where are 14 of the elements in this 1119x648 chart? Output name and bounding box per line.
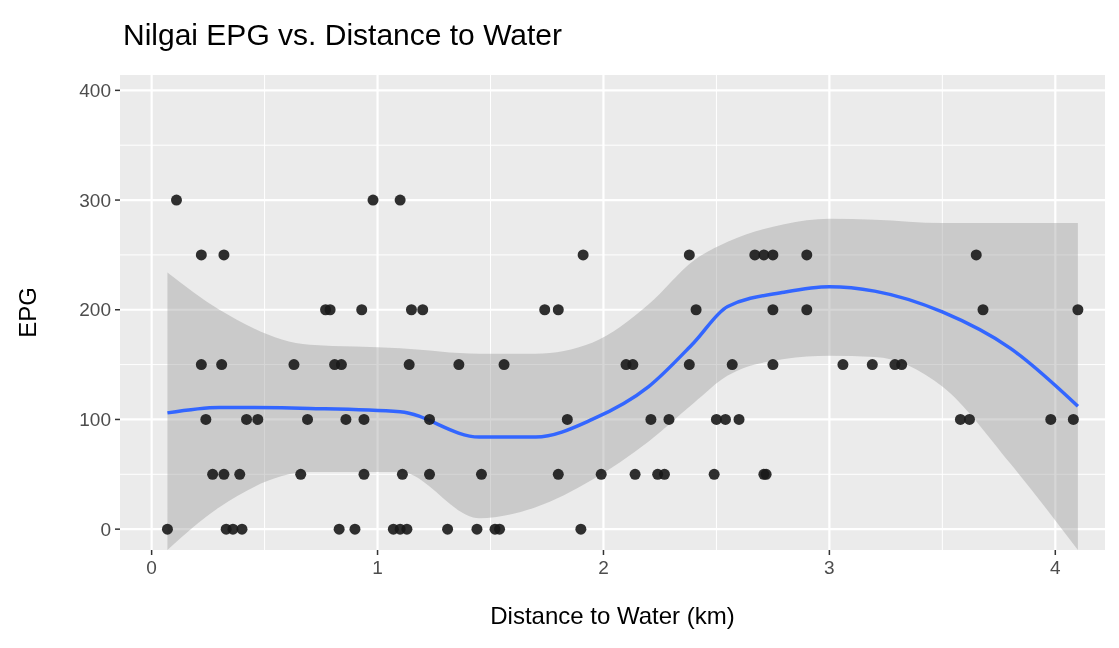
line-series <box>165 284 1080 439</box>
y-axis-title: EPG <box>14 287 41 338</box>
x-axis-title: Distance to Water (km) <box>490 602 735 629</box>
y-tick-label: 300 <box>79 189 111 211</box>
x-tick-label: 4 <box>1050 557 1062 578</box>
x-tick-label: 1 <box>372 557 383 578</box>
y-tick-label: 200 <box>79 299 111 321</box>
y-tick-label: 400 <box>79 80 111 102</box>
chart-title: Nilgai EPG vs. Distance to Water <box>123 18 563 51</box>
y-tick-label: 0 <box>100 518 111 540</box>
y-tick-label: 100 <box>79 409 111 431</box>
x-tick-label: 3 <box>824 557 835 578</box>
x-tick-label: 0 <box>146 557 157 578</box>
x-tick-label: 2 <box>598 557 609 578</box>
